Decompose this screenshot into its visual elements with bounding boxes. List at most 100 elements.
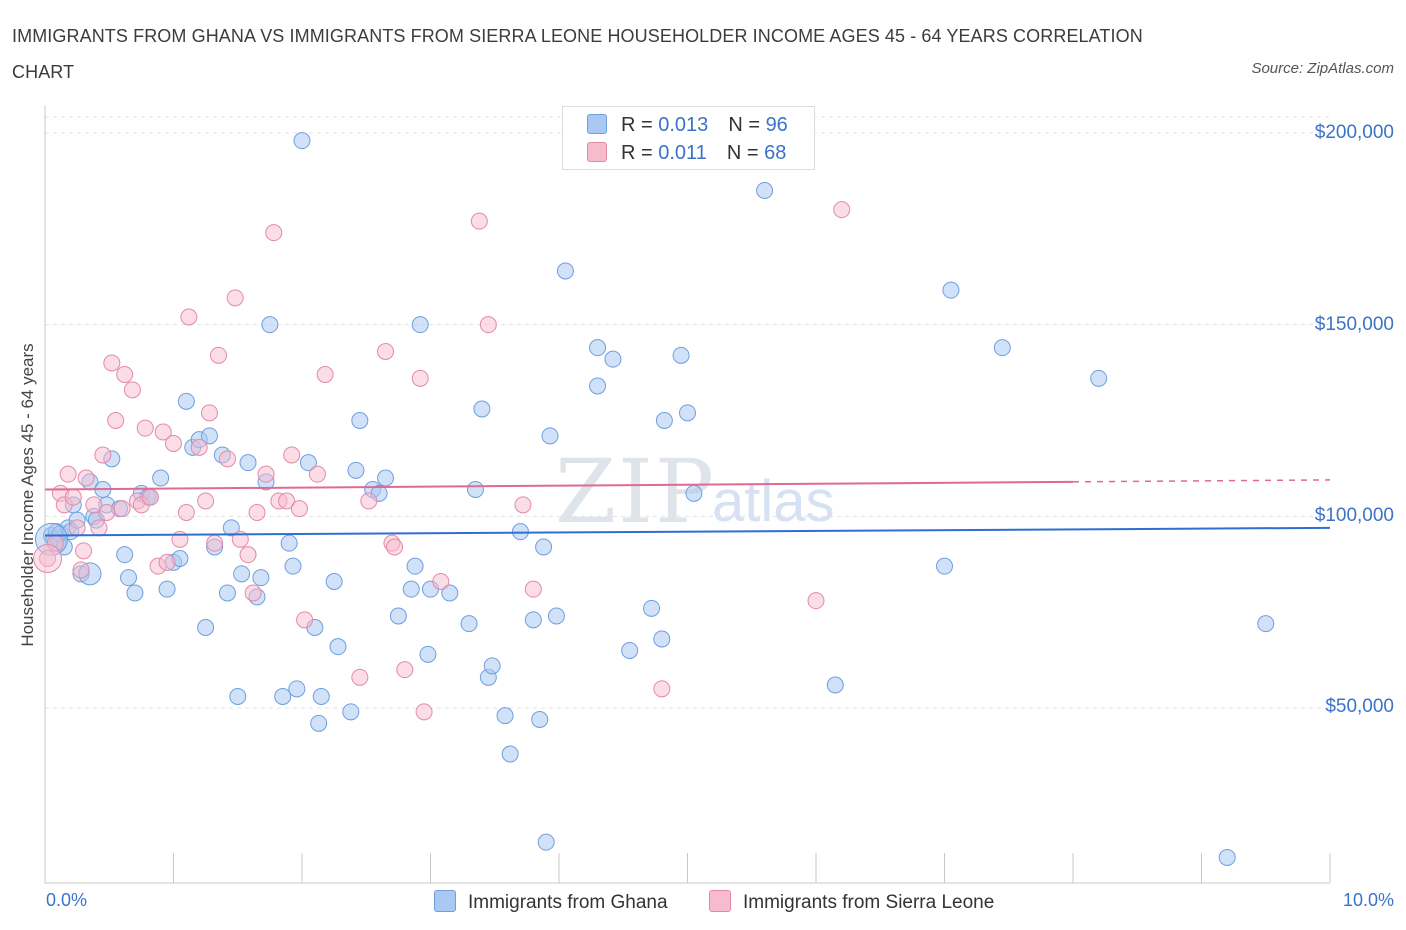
ghana-point — [200, 427, 218, 445]
legend-r-value: 0.013 — [658, 114, 709, 136]
sierra-leone-point — [33, 544, 63, 573]
sierra-leone-point — [470, 212, 488, 230]
sierra-leone-point — [72, 561, 90, 579]
sierra-leone-point — [77, 469, 95, 487]
correlation-legend: R = 0.013 N = 96 R = 0.011 N = 68 — [562, 106, 815, 170]
ghana-point — [252, 569, 270, 587]
ghana-point — [229, 688, 247, 705]
ghana-point — [116, 546, 134, 564]
ghana-point — [177, 392, 195, 410]
sierra-leone-point — [524, 580, 542, 598]
sierra-leone-point — [123, 381, 141, 399]
sierra-leone-point — [75, 542, 93, 560]
ghana-point — [993, 339, 1011, 357]
sierra-leone-trend-line — [44, 480, 1074, 491]
ghana-point — [218, 584, 236, 602]
ghana-point — [531, 711, 549, 728]
sierra-leone-point — [283, 446, 301, 464]
ghana-point — [288, 680, 306, 698]
legend-row-ghana: R = 0.013 N = 96 — [587, 113, 788, 137]
ghana-point — [419, 645, 437, 663]
sierra-leone-point — [209, 346, 227, 364]
sierra-leone-point — [206, 534, 224, 552]
sierra-leone-point — [90, 519, 108, 537]
ghana-point — [655, 412, 673, 429]
ghana-point — [653, 630, 671, 648]
ghana-point — [496, 707, 514, 725]
bottom-legend-ghana: Immigrants from Ghana — [434, 890, 668, 914]
sierra-leone-point — [113, 500, 131, 518]
legend-r-value: 0.011 — [658, 142, 707, 164]
sierra-leone-point — [411, 369, 429, 387]
ghana-point — [589, 377, 607, 395]
ghana-point — [589, 339, 607, 357]
legend-swatch-ghana — [587, 114, 607, 134]
x-tick-label-left: 0.0% — [46, 890, 88, 910]
bottom-legend-label: Immigrants from Ghana — [468, 892, 668, 913]
ghana-point — [293, 132, 311, 150]
series-ghana-points — [34, 132, 1275, 866]
ghana-point — [685, 484, 703, 502]
ghana-point — [411, 316, 429, 334]
sierra-leone-point — [432, 573, 450, 590]
sierra-leone-point — [653, 680, 671, 698]
bottom-legend-swatch-sierra-leone — [709, 890, 731, 912]
ghana-point — [441, 584, 459, 602]
ghana-point — [466, 481, 484, 498]
sierra-leone-point — [396, 661, 414, 679]
ghana-point — [377, 469, 395, 487]
series-sierra-leone-points — [33, 201, 851, 721]
legend-row-sierra-leone: R = 0.011 N = 68 — [587, 141, 786, 165]
ghana-point — [679, 404, 696, 422]
sierra-leone-point — [197, 492, 215, 510]
ghana-point — [535, 538, 553, 556]
source-label: Source: ZipAtlas.com — [1251, 60, 1394, 77]
sierra-leone-point — [68, 519, 86, 537]
ghana-point — [325, 573, 343, 590]
ghana-point — [347, 461, 365, 479]
ghana-point — [756, 182, 774, 199]
ghana-trend-line — [44, 526, 1331, 537]
sierra-leone-point — [278, 492, 296, 510]
sierra-leone-point — [165, 435, 182, 452]
sierra-leone-point — [218, 450, 236, 468]
ghana-point — [299, 454, 317, 472]
ghana-point — [1090, 369, 1108, 387]
watermark-atlas: atlas — [712, 469, 835, 534]
sierra-leone-point — [200, 404, 218, 422]
ghana-point — [197, 619, 215, 636]
ghana-point — [280, 534, 298, 552]
sierra-leone-point — [386, 538, 404, 556]
sierra-leone-point — [59, 465, 77, 483]
y-axis-label: Householder Income Ages 45 - 64 years — [18, 343, 37, 647]
ghana-point — [942, 281, 960, 299]
ghana-point — [406, 557, 424, 575]
chart-title: IMMIGRANTS FROM GHANA VS IMMIGRANTS FROM… — [12, 26, 1143, 82]
sierra-leone-point — [257, 465, 275, 483]
sierra-leone-point — [226, 289, 244, 307]
ghana-point — [329, 638, 347, 656]
sierra-leone-point — [308, 465, 326, 483]
sierra-leone-point — [85, 496, 103, 514]
sierra-leone-point — [265, 224, 283, 242]
sierra-leone-point — [177, 504, 195, 521]
sierra-leone-point — [136, 419, 154, 437]
axes — [44, 105, 1331, 884]
sierra-leone-point — [141, 488, 159, 506]
ghana-point — [389, 607, 407, 625]
sierra-leone-point — [94, 446, 112, 464]
sierra-leone-point — [180, 308, 198, 326]
sierra-leone-point — [415, 703, 433, 721]
y-tick-label: $100,000 — [1314, 505, 1394, 526]
ghana-point — [672, 346, 690, 364]
ghana-point — [233, 565, 251, 583]
legend-n-label: N = — [728, 114, 766, 136]
ghana-point — [541, 427, 559, 445]
y-tick-label: $150,000 — [1314, 314, 1394, 335]
legend-swatch-sierra-leone — [587, 142, 607, 162]
sierra-leone-point — [154, 423, 172, 441]
legend-n-value: 96 — [765, 114, 788, 136]
ghana-point — [126, 584, 144, 602]
sierra-leone-point — [248, 504, 266, 521]
ghana-point — [342, 703, 360, 721]
